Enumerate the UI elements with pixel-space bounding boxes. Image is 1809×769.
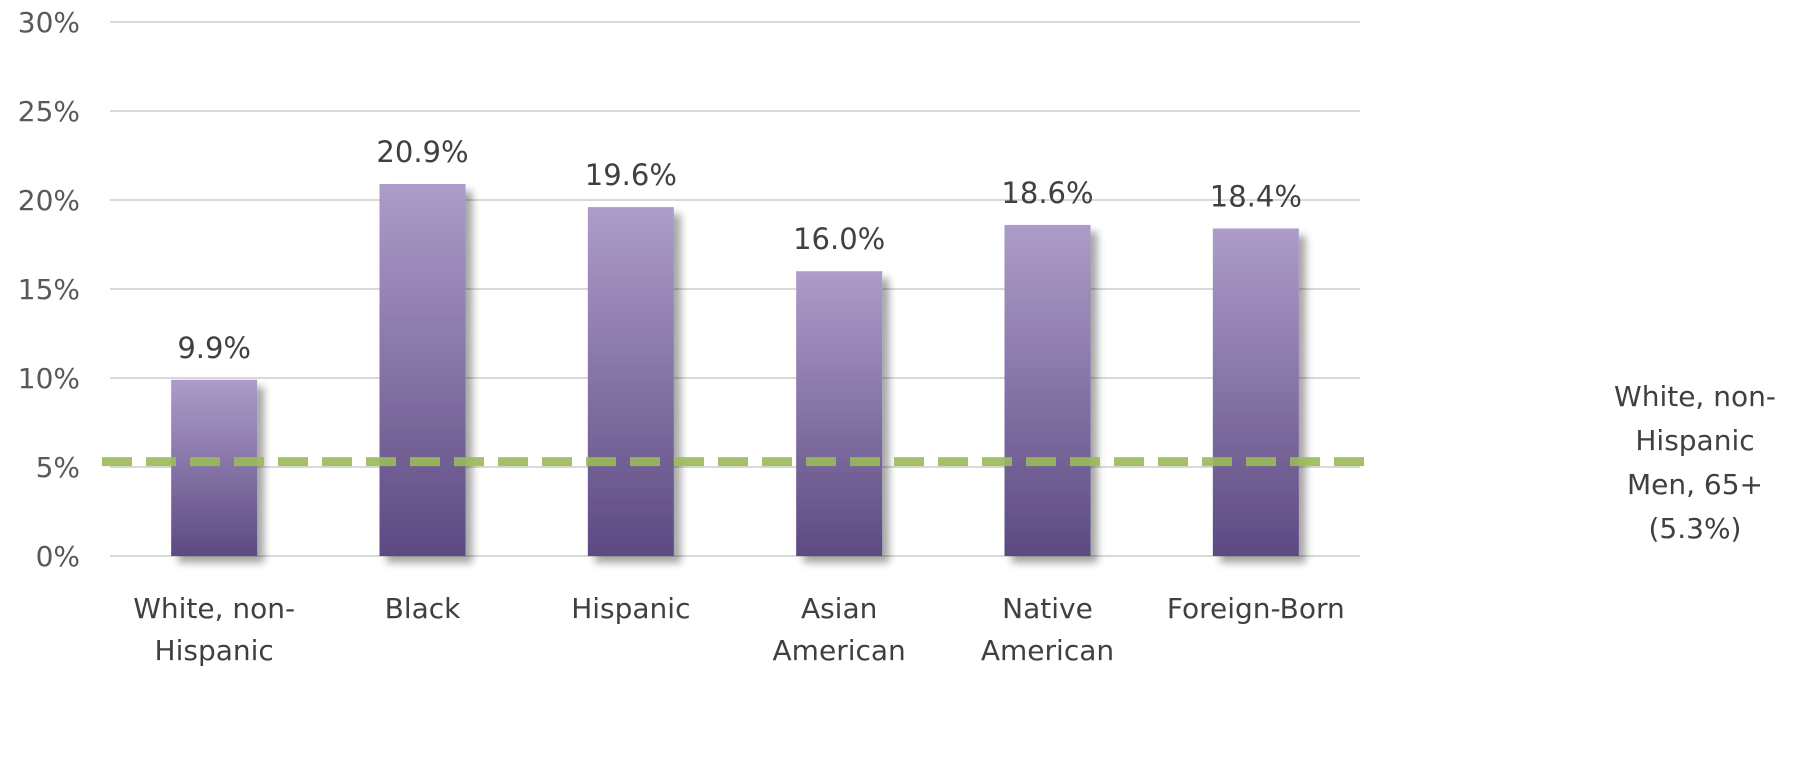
bar bbox=[587, 207, 674, 556]
bar bbox=[1212, 228, 1299, 557]
data-label: 18.4% bbox=[1210, 179, 1302, 213]
category-label: Native bbox=[1002, 592, 1093, 625]
data-label: 18.6% bbox=[1001, 176, 1093, 210]
bars bbox=[171, 183, 1299, 557]
y-tick-label: 30% bbox=[18, 6, 80, 39]
y-tick-label: 15% bbox=[18, 273, 80, 306]
x-axis-category-labels: White, non- Hispanic Black Hispanic Asian Ame… bbox=[133, 592, 1345, 667]
data-label: 16.0% bbox=[793, 222, 885, 256]
data-label: 19.6% bbox=[585, 158, 677, 192]
reference-line-label: Men, 65+ bbox=[1627, 468, 1763, 501]
y-tick-label: 5% bbox=[36, 451, 80, 484]
y-tick-label: 20% bbox=[18, 184, 80, 217]
y-axis-tick-labels: 0% 5% 10% 15% 20% 25% 30% bbox=[18, 6, 80, 573]
category-label: Black bbox=[385, 592, 462, 625]
category-label: White, non- bbox=[133, 592, 295, 625]
category-label: Foreign-Born bbox=[1167, 592, 1345, 625]
category-label: Hispanic bbox=[155, 634, 274, 667]
data-label: 9.9% bbox=[177, 331, 251, 365]
data-labels: 9.9% 20.9% 19.6% 16.0% 18.6% 18.4% bbox=[177, 135, 1302, 365]
reference-line-label: White, non- bbox=[1614, 380, 1776, 413]
reference-line-group: White, non- Hispanic Men, 65+ (5.3%) bbox=[102, 380, 1776, 545]
category-label: American bbox=[981, 634, 1114, 667]
category-label: Asian bbox=[801, 592, 877, 625]
gridlines bbox=[110, 21, 1360, 557]
category-label: Hispanic bbox=[571, 592, 690, 625]
y-tick-label: 10% bbox=[18, 362, 80, 395]
y-tick-label: 0% bbox=[36, 540, 80, 573]
bar bbox=[1004, 224, 1091, 557]
bar bbox=[171, 379, 258, 556]
bar bbox=[379, 183, 466, 557]
y-tick-label: 25% bbox=[18, 95, 80, 128]
bar bbox=[796, 271, 883, 556]
category-label: American bbox=[773, 634, 906, 667]
reference-line-label: (5.3%) bbox=[1649, 512, 1742, 545]
data-label: 20.9% bbox=[376, 135, 468, 169]
reference-line-label: Hispanic bbox=[1635, 424, 1754, 457]
